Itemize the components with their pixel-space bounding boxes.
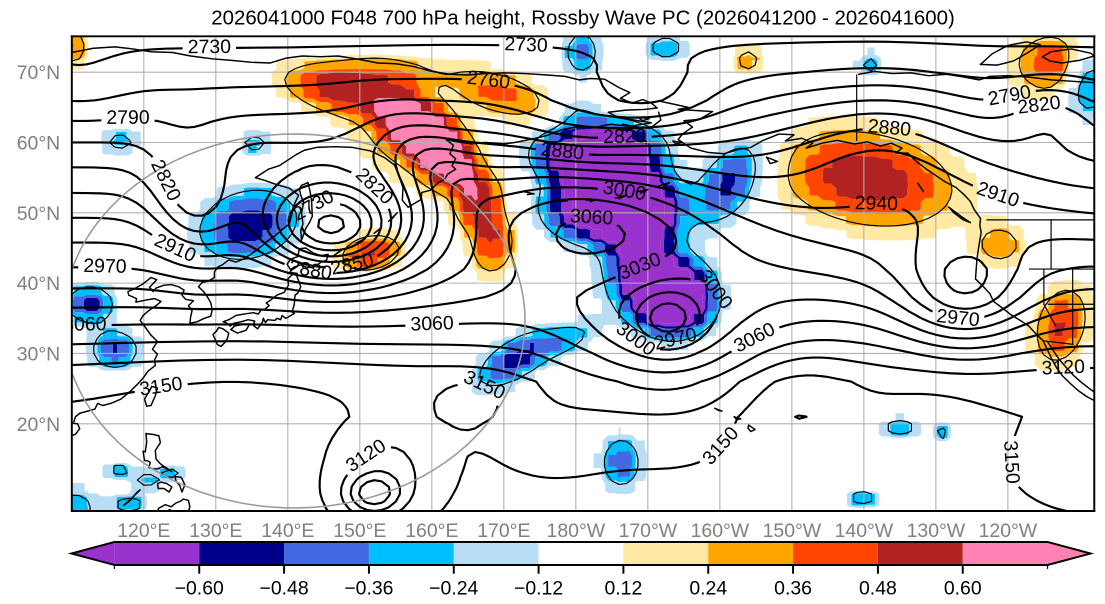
svg-text:2820: 2820 — [603, 125, 647, 148]
svg-text:0.36: 0.36 — [774, 578, 812, 600]
svg-text:2880: 2880 — [540, 138, 585, 164]
svg-text:2970: 2970 — [83, 255, 127, 278]
svg-text:60°N: 60°N — [17, 133, 60, 155]
svg-text:40°N: 40°N — [17, 273, 60, 295]
svg-text:3120: 3120 — [1041, 356, 1085, 380]
svg-text:0.60: 0.60 — [944, 578, 982, 600]
svg-text:150°E: 150°E — [333, 520, 386, 542]
svg-text:2820: 2820 — [1016, 91, 1062, 118]
svg-text:120°E: 120°E — [117, 520, 170, 542]
svg-text:0.12: 0.12 — [604, 578, 642, 600]
svg-text:180°W: 180°W — [547, 520, 606, 542]
svg-text:20°N: 20°N — [17, 414, 60, 436]
svg-text:170°W: 170°W — [619, 520, 678, 542]
svg-text:170°E: 170°E — [477, 520, 530, 542]
svg-text:3060: 3060 — [569, 205, 614, 230]
svg-text:2760: 2760 — [466, 67, 512, 94]
svg-text:−0.48: −0.48 — [259, 578, 308, 600]
svg-text:2970: 2970 — [935, 305, 981, 331]
svg-text:2026041000 F048 700 hPa height: 2026041000 F048 700 hPa height, Rossby W… — [211, 8, 954, 30]
svg-text:2880: 2880 — [867, 115, 912, 141]
svg-text:160°W: 160°W — [691, 520, 750, 542]
svg-text:30°N: 30°N — [17, 344, 60, 366]
svg-text:0.24: 0.24 — [689, 578, 727, 600]
svg-text:−0.60: −0.60 — [175, 578, 224, 600]
svg-text:3150: 3150 — [999, 440, 1023, 485]
svg-text:2790: 2790 — [106, 107, 149, 129]
svg-text:3060: 3060 — [410, 312, 454, 335]
svg-text:−0.12: −0.12 — [514, 578, 563, 600]
svg-text:−0.36: −0.36 — [344, 578, 393, 600]
svg-text:−0.24: −0.24 — [429, 578, 478, 600]
svg-text:50°N: 50°N — [17, 203, 60, 225]
svg-text:70°N: 70°N — [17, 62, 60, 84]
svg-text:150°W: 150°W — [763, 520, 822, 542]
svg-text:0.48: 0.48 — [859, 578, 897, 600]
svg-text:140°E: 140°E — [261, 520, 314, 542]
svg-text:2730: 2730 — [504, 33, 548, 57]
svg-text:120°W: 120°W — [979, 520, 1038, 542]
svg-text:130°E: 130°E — [189, 520, 242, 542]
svg-text:140°W: 140°W — [835, 520, 894, 542]
svg-text:3060: 3060 — [63, 313, 107, 336]
svg-text:2730: 2730 — [188, 36, 232, 58]
svg-text:130°W: 130°W — [907, 520, 966, 542]
svg-text:160°E: 160°E — [405, 520, 458, 542]
svg-text:2940: 2940 — [854, 192, 898, 215]
